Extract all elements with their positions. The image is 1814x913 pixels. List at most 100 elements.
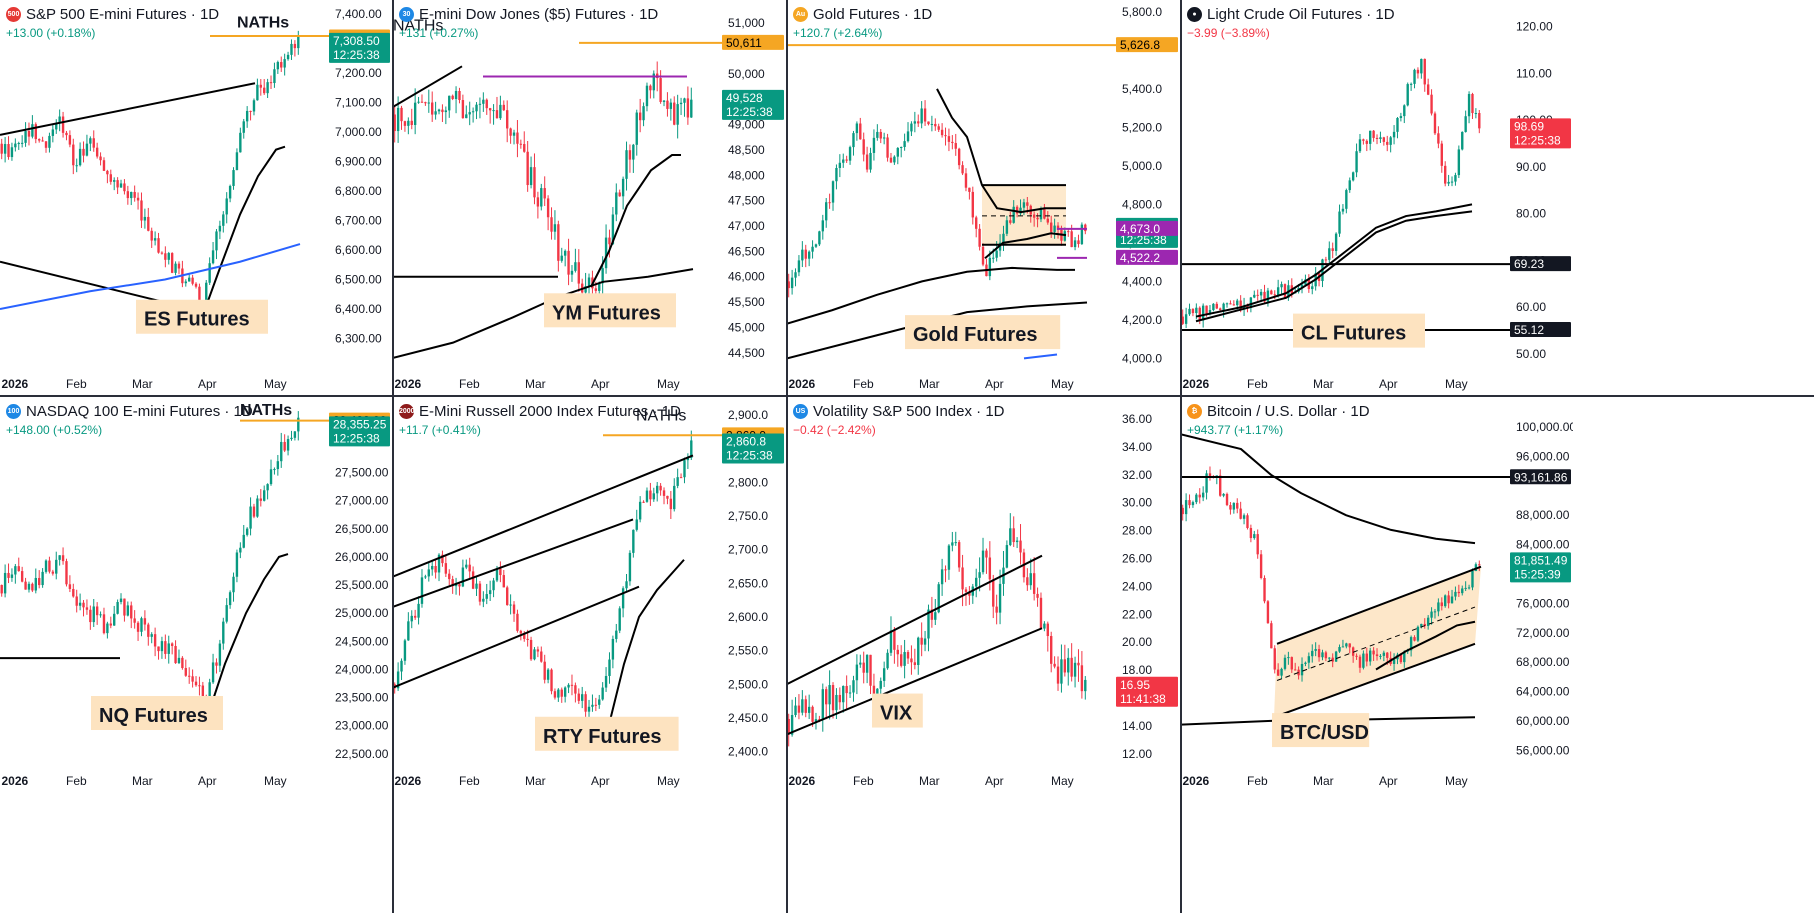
candle — [184, 279, 187, 287]
candle — [1369, 130, 1372, 151]
candle — [845, 155, 848, 163]
chart-title[interactable]: 100 NASDAQ 100 E-mini Futures · 1D — [6, 403, 253, 420]
candle — [85, 599, 89, 615]
candle — [968, 187, 971, 200]
candle — [1358, 133, 1362, 153]
chart-svg-nq: 22,500.00 23,000.00 23,500.00 24,000.00 24,5… — [0, 402, 390, 788]
candle — [913, 648, 917, 670]
candle — [797, 255, 801, 277]
panel-divider[interactable] — [1180, 0, 1182, 913]
x-tick-label: Apr — [985, 774, 1004, 788]
x-tick-label: May — [1051, 377, 1074, 391]
candle — [1050, 631, 1053, 673]
candle — [1280, 667, 1283, 680]
chart-panel-ym[interactable]: 44,500 45,000 45,500 46,000 46,500 47,000 47,5… — [393, 0, 786, 396]
candle — [1191, 500, 1195, 508]
candle — [119, 179, 123, 188]
y-tick-label: 6,500.00 — [335, 272, 382, 286]
candle — [407, 612, 410, 641]
candle — [1077, 234, 1080, 248]
x-tick-label: Mar — [525, 377, 546, 391]
chart-title[interactable]: 500 S&P 500 E-mini Futures · 1D — [6, 6, 219, 23]
chart-panel-vix[interactable]: 12.0014.0016.0018.0020.0022.0024.0026.00… — [787, 397, 1180, 793]
candle — [1334, 650, 1338, 662]
candle — [676, 468, 679, 489]
svg-text:12:25:38: 12:25:38 — [1514, 133, 1561, 147]
candle — [920, 101, 923, 129]
y-tick-label: 5,800.0 — [1122, 5, 1162, 19]
candle — [259, 79, 262, 96]
candle — [20, 135, 24, 148]
candle — [1195, 493, 1198, 505]
price-tag: 5,626.8 — [1116, 37, 1178, 53]
candle — [1184, 307, 1188, 329]
candle — [676, 94, 679, 139]
candle — [1039, 592, 1043, 629]
chart-panel-es[interactable]: 6,300.00 6,400.00 6,500.00 6,600.00 6,700.00… — [0, 0, 392, 396]
candle — [20, 566, 24, 583]
candle — [160, 251, 164, 255]
candle — [886, 133, 889, 162]
annotation-label: NATHs — [240, 402, 292, 419]
svg-text:12:25:38: 12:25:38 — [726, 105, 773, 119]
panel-divider[interactable] — [786, 0, 788, 913]
chart-title[interactable]: US Volatility S&P 500 Index · 1D — [793, 403, 1005, 420]
candle — [992, 574, 995, 619]
candle — [1314, 642, 1317, 657]
candle — [61, 547, 65, 565]
panel-divider[interactable] — [392, 0, 394, 913]
chart-panel-rty[interactable]: 2,400.0 2,450.0 2,500.0 2,550.0 2,600.0 2,650… — [393, 397, 786, 793]
panel-divider[interactable] — [0, 395, 1814, 397]
chart-title[interactable]: ₿ Bitcoin / U.S. Dollar · 1D — [1187, 403, 1370, 420]
candle — [659, 70, 662, 104]
symbol-icon: 30 — [399, 7, 414, 22]
chart-title[interactable]: Au Gold Futures · 1D — [793, 6, 932, 23]
candle — [92, 599, 95, 628]
candle — [85, 134, 89, 157]
drawn-line — [0, 243, 301, 310]
candle — [174, 640, 177, 664]
candle — [934, 118, 937, 131]
candle — [981, 243, 985, 267]
candle — [1283, 654, 1287, 671]
candle — [1423, 58, 1426, 92]
candle — [1440, 597, 1443, 611]
candle — [954, 133, 957, 156]
y-tick-label: 4,800.0 — [1122, 197, 1162, 211]
candle — [249, 110, 252, 121]
candle — [44, 559, 48, 574]
candle — [673, 96, 676, 126]
y-tick-label: 44,500 — [728, 346, 765, 360]
candle — [48, 132, 51, 153]
candle — [228, 590, 232, 609]
candle — [1073, 656, 1077, 688]
candle — [1188, 494, 1191, 509]
chart-panel-nq[interactable]: 22,500.00 23,000.00 23,500.00 24,000.00 24,5… — [0, 397, 392, 793]
chart-panel-gold[interactable]: 4,000.04,200.04,400.04,600.04,800.05,000… — [787, 0, 1180, 396]
candle — [153, 627, 157, 657]
candle — [290, 430, 293, 441]
candle — [1409, 82, 1413, 91]
candle — [509, 594, 512, 615]
chart-panel-btc[interactable]: 56,000.00 60,000.00 64,000.00 68,000.00 72,0… — [1181, 397, 1573, 793]
candle — [882, 661, 886, 687]
chart-panel-cl[interactable]: 50.0060.0070.0080.0090.00100.00110.00120… — [1181, 0, 1573, 396]
candle — [116, 599, 119, 615]
candle — [838, 687, 842, 710]
x-tick-label: Apr — [985, 377, 1004, 391]
candle — [14, 563, 17, 584]
candle — [78, 593, 82, 611]
candle — [143, 208, 147, 229]
candle — [1392, 125, 1396, 145]
symbol-icon: US — [793, 404, 808, 419]
chart-title[interactable]: 2000 E-Mini Russell 2000 Index Futures · … — [399, 403, 681, 420]
candle — [1355, 143, 1358, 178]
x-tick-label: 2026 — [2, 774, 29, 788]
chart-title[interactable]: 30 E-mini Dow Jones ($5) Futures · 1D — [399, 6, 658, 23]
candle — [437, 108, 441, 115]
chart-title[interactable]: ● Light Crude Oil Futures · 1D — [1187, 6, 1395, 23]
drawn-line — [787, 301, 1088, 360]
candle — [1430, 89, 1433, 116]
candle — [147, 622, 150, 646]
candle — [157, 232, 160, 254]
